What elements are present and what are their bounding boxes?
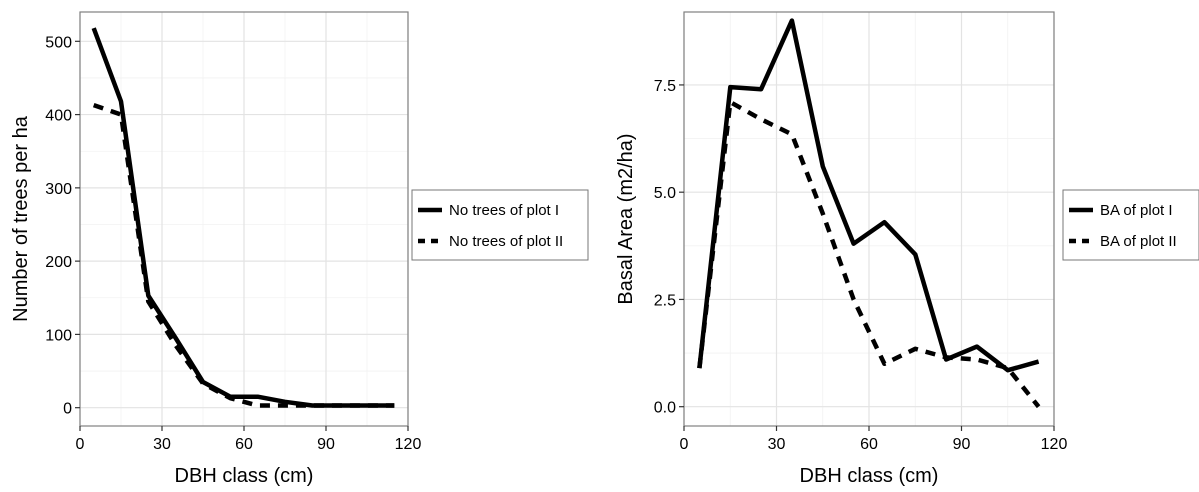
legend-label-1: No trees of plot I <box>449 202 559 219</box>
series-line-1 <box>91 27 395 408</box>
x-tick-label: 90 <box>953 436 971 453</box>
series-line-1 <box>697 18 1040 373</box>
x-tick-label: 0 <box>680 436 689 453</box>
y-tick-label: 5.0 <box>654 185 676 202</box>
series-lines <box>697 18 1041 409</box>
x-tick-label: 90 <box>317 436 335 453</box>
y-tick-label: 0.0 <box>654 400 676 417</box>
x-tick-label: 120 <box>395 436 422 453</box>
x-tick-label: 30 <box>768 436 786 453</box>
x-tick-label: 30 <box>153 436 171 453</box>
y-axis-title: Basal Area (m2/ha) <box>615 133 637 304</box>
chart-2: 0 30 60 90 120 0.0 2.5 5.0 7.5 DBH class (cm) Basa… <box>615 11 1199 487</box>
y-tick-label: 7.5 <box>654 78 676 95</box>
y-tick-label: 100 <box>45 327 72 344</box>
y-tick-label: 500 <box>45 34 72 51</box>
y-tick-label: 200 <box>45 254 72 271</box>
chart-1: 0 30 60 90 120 0 100 200 300 400 500 DBH class (cm)… <box>10 11 589 487</box>
legend: BA of plot I BA of plot II <box>1062 189 1199 261</box>
x-tick-label: 120 <box>1041 436 1068 453</box>
legend: No trees of plot I No trees of plot II <box>411 189 589 261</box>
x-axis-title: DBH class (cm) <box>175 465 314 487</box>
series-line-2 <box>697 99 1041 409</box>
x-tick-label: 0 <box>76 436 85 453</box>
y-tick-label: 2.5 <box>654 292 676 309</box>
legend-label-1: BA of plot I <box>1100 202 1173 219</box>
x-axis-title: DBH class (cm) <box>800 465 939 487</box>
y-axis-title: Number of trees per ha <box>10 115 32 322</box>
legend-box <box>1062 189 1199 261</box>
y-tick-label: 300 <box>45 181 72 198</box>
legend-label-2: BA of plot II <box>1100 233 1177 250</box>
y-tick-label: 0 <box>63 401 72 418</box>
y-tick-label: 400 <box>45 108 72 125</box>
x-tick-label: 60 <box>860 436 878 453</box>
legend-box <box>411 189 589 261</box>
series-lines <box>91 27 395 408</box>
series-line-2 <box>92 102 395 408</box>
legend-label-2: No trees of plot II <box>449 233 563 250</box>
x-tick-label: 60 <box>235 436 253 453</box>
